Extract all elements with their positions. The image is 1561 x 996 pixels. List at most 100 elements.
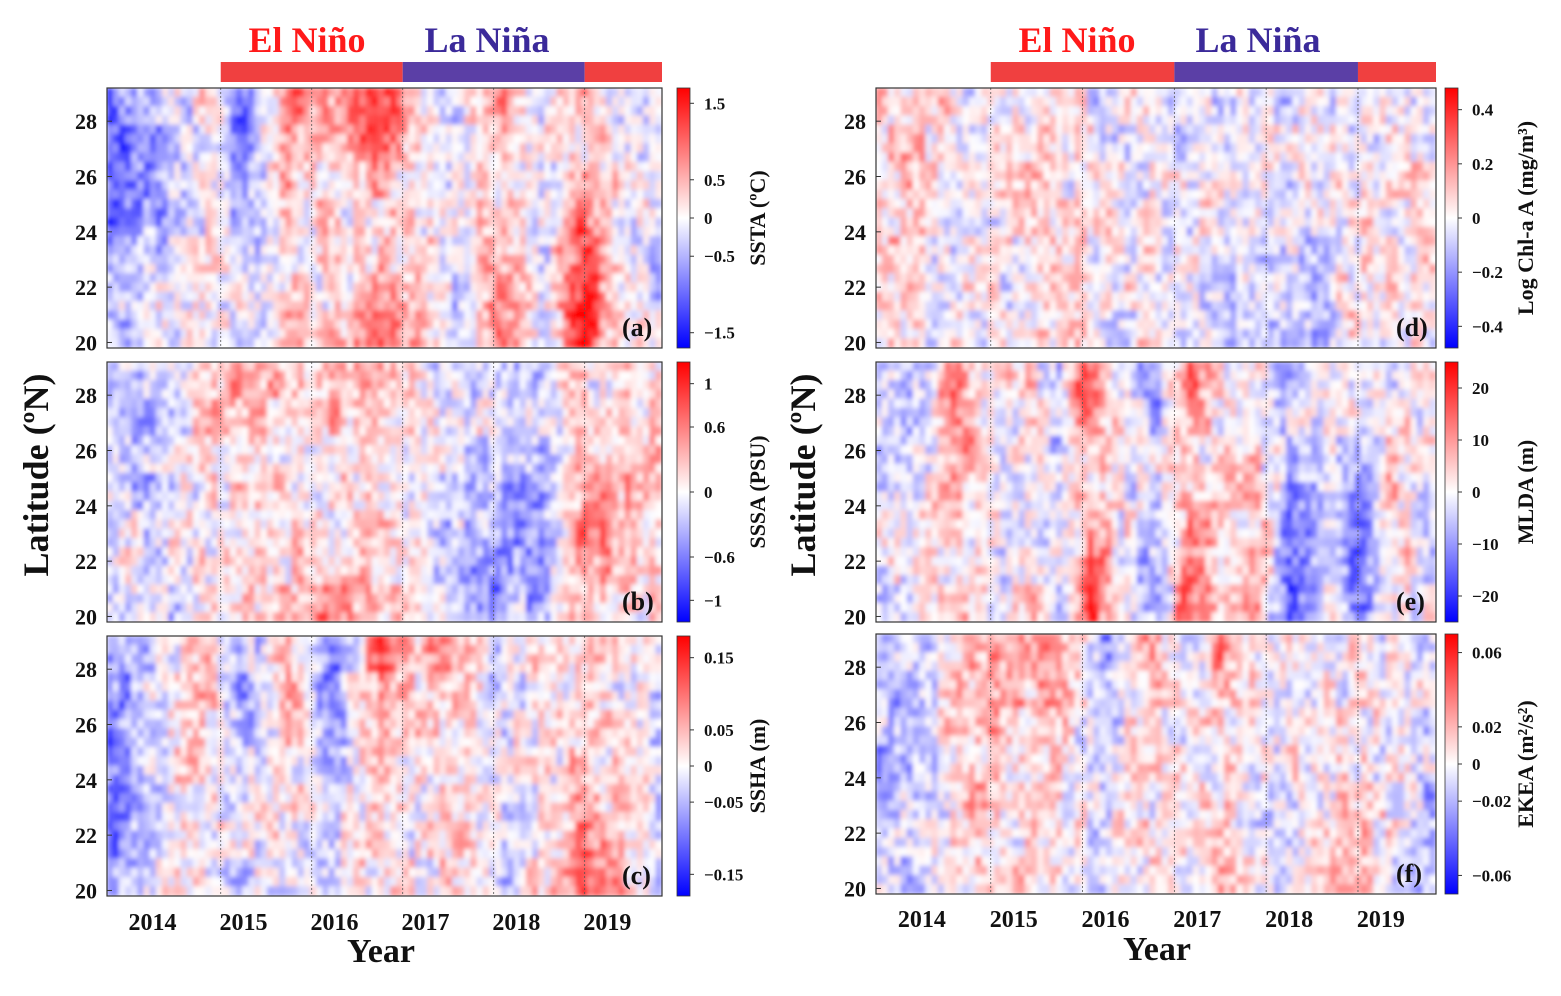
heatmap-cell xyxy=(273,88,281,98)
heatmap-cell xyxy=(291,454,299,465)
heatmap-cell xyxy=(273,96,281,108)
heatmap-cell xyxy=(569,556,577,567)
heatmap-cell xyxy=(192,556,200,567)
heatmap-cell xyxy=(168,143,176,154)
heatmap-cell xyxy=(149,482,157,493)
heatmap-cell xyxy=(229,198,237,210)
heatmap-cell xyxy=(513,482,521,493)
heatmap-cell xyxy=(143,435,151,447)
heatmap-cell xyxy=(107,291,114,303)
heatmap-cell xyxy=(630,254,638,265)
heatmap-cell xyxy=(630,96,638,108)
heatmap-cell xyxy=(427,370,435,382)
heatmap-cell xyxy=(297,282,305,293)
heatmap-cell xyxy=(137,510,145,521)
heatmap-cell xyxy=(168,519,176,530)
heatmap-cell xyxy=(612,500,620,512)
heatmap-cell xyxy=(279,445,287,456)
heatmap-cell xyxy=(532,189,540,200)
heatmap-cell xyxy=(266,565,274,577)
heatmap-cell xyxy=(575,96,583,108)
heatmap-cell xyxy=(285,362,293,372)
heatmap-cell xyxy=(414,537,422,549)
heatmap-cell xyxy=(482,612,490,622)
heatmap-cell xyxy=(229,291,237,303)
heatmap-cell xyxy=(532,389,540,400)
heatmap-cell xyxy=(433,482,441,493)
heatmap-cell xyxy=(513,328,521,340)
heatmap-cell xyxy=(458,282,466,293)
heatmap-cell xyxy=(396,338,404,348)
heatmap-cell xyxy=(427,319,435,330)
heatmap-cell xyxy=(359,338,367,348)
heatmap-cell xyxy=(513,362,521,372)
heatmap-cell xyxy=(359,301,367,312)
heatmap-cell xyxy=(353,612,361,622)
heatmap-cell xyxy=(217,189,225,200)
heatmap-cell xyxy=(488,593,496,604)
heatmap-cell xyxy=(525,407,533,419)
heatmap-cell xyxy=(149,236,157,247)
heatmap-cell xyxy=(371,236,379,247)
heatmap-cell xyxy=(390,236,398,247)
heatmap-cell xyxy=(612,463,620,474)
heatmap-cell xyxy=(162,254,170,265)
heatmap-cell xyxy=(316,217,324,228)
heatmap-cell xyxy=(575,198,583,210)
heatmap-cell xyxy=(408,482,416,493)
heatmap-cell xyxy=(143,556,151,567)
heatmap-cell xyxy=(180,115,188,126)
heatmap-cell xyxy=(285,161,293,173)
heatmap-cell xyxy=(125,398,133,409)
heatmap-cell xyxy=(396,226,404,238)
heatmap-cell xyxy=(260,88,268,98)
heatmap-cell xyxy=(199,226,207,238)
heatmap-cell xyxy=(118,328,126,340)
heatmap-cell xyxy=(575,528,583,539)
heatmap-cell xyxy=(310,500,318,512)
heatmap-cell xyxy=(137,380,145,391)
heatmap-cell xyxy=(495,389,503,400)
heatmap-cell xyxy=(149,226,157,238)
heatmap-cell xyxy=(371,152,379,163)
heatmap-cell xyxy=(464,319,472,330)
heatmap-cell xyxy=(384,612,392,622)
heatmap-cell xyxy=(168,291,176,303)
heatmap-cell xyxy=(402,338,410,348)
heatmap-cell xyxy=(328,180,336,191)
heatmap-cell xyxy=(254,273,262,284)
heatmap-cell xyxy=(519,124,527,135)
heatmap-cell xyxy=(513,472,521,484)
heatmap-cell xyxy=(470,510,478,521)
heatmap-cell xyxy=(107,575,114,586)
heatmap-cell xyxy=(495,143,503,154)
heatmap-cell xyxy=(618,273,626,284)
heatmap-cell xyxy=(544,245,552,256)
heatmap-cell xyxy=(439,273,447,284)
heatmap-cell xyxy=(236,254,244,265)
heatmap-cell xyxy=(464,445,472,456)
heatmap-cell xyxy=(353,208,361,219)
heatmap-cell xyxy=(199,417,207,428)
heatmap-cell xyxy=(384,398,392,409)
heatmap-cell xyxy=(655,198,662,210)
heatmap-cell xyxy=(297,254,305,265)
heatmap-cell xyxy=(371,189,379,200)
heatmap-cell xyxy=(236,556,244,567)
heatmap-cell xyxy=(624,565,632,577)
heatmap-cell xyxy=(451,407,459,419)
heatmap-cell xyxy=(137,407,145,419)
heatmap-cell xyxy=(192,124,200,135)
heatmap-cell xyxy=(316,133,324,145)
heatmap-cell xyxy=(396,328,404,340)
heatmap-cell xyxy=(316,519,324,530)
heatmap-cell xyxy=(630,519,638,530)
heatmap-cell xyxy=(427,593,435,604)
heatmap-cell xyxy=(149,328,157,340)
heatmap-cell xyxy=(532,319,540,330)
heatmap-cell xyxy=(118,519,126,530)
heatmap-cell xyxy=(532,198,540,210)
heatmap-cell xyxy=(649,319,657,330)
heatmap-cell xyxy=(390,380,398,391)
heatmap-cell xyxy=(211,602,219,614)
